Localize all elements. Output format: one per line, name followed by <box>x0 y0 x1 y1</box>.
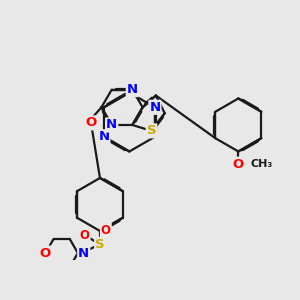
Text: N: N <box>149 101 161 114</box>
Text: O: O <box>40 247 51 260</box>
Text: CH₃: CH₃ <box>251 159 273 169</box>
Text: N: N <box>106 118 117 131</box>
Text: N: N <box>98 130 110 143</box>
Text: S: S <box>95 238 105 251</box>
Text: O: O <box>80 229 90 242</box>
Text: O: O <box>85 116 97 129</box>
Text: N: N <box>78 247 89 260</box>
Text: S: S <box>147 124 156 137</box>
Text: O: O <box>233 158 244 171</box>
Text: O: O <box>101 224 111 237</box>
Text: N: N <box>127 83 138 96</box>
